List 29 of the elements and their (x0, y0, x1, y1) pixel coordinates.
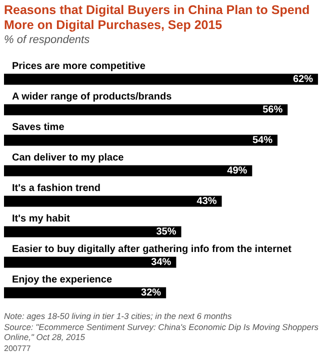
bar (4, 226, 182, 238)
bar (4, 287, 166, 298)
y-tick-label: Prices are more competitive (12, 60, 146, 72)
source-note: Source: "Ecommerce Sentiment Survey: China's Economic Dip Is Moving Shoppers Online," Oct 28, 2015 (4, 322, 319, 342)
data-label: 62% (292, 74, 314, 85)
data-label: 49% (227, 165, 248, 176)
y-tick-label: Easier to buy digitally after gathering info from the internet (12, 244, 292, 255)
bar (4, 165, 252, 176)
chart-subtitle: % of respondents (4, 34, 90, 46)
bar (4, 104, 288, 116)
data-label: 43% (196, 196, 217, 207)
bar (4, 74, 318, 85)
text: Note: ages 18-50 living in tier 1-3 cities; in the next 6 months (4, 311, 232, 321)
text: 200777 (4, 344, 31, 353)
chart-title: Reasons that Digital Buyers in China Plan to Spend More on Digital Purchases, Sep 2015 (4, 3, 311, 33)
data-label: 56% (262, 104, 283, 116)
data-label: 54% (252, 134, 273, 146)
y-tick-label: Enjoy the experience (12, 274, 112, 286)
data-label: 35% (156, 226, 176, 238)
y-tick-label: It's a fashion trend (12, 182, 101, 194)
bar (4, 134, 278, 146)
y-tick-label: It's my habit (12, 213, 71, 224)
y-tick-label: Can deliver to my place (12, 152, 124, 164)
y-tick-label: A wider range of products/brands (12, 91, 172, 102)
bar (4, 256, 176, 268)
bar (4, 196, 222, 207)
data-label: 34% (151, 256, 172, 268)
data-label: 32% (141, 287, 162, 298)
y-tick-label: Saves time (12, 122, 65, 133)
